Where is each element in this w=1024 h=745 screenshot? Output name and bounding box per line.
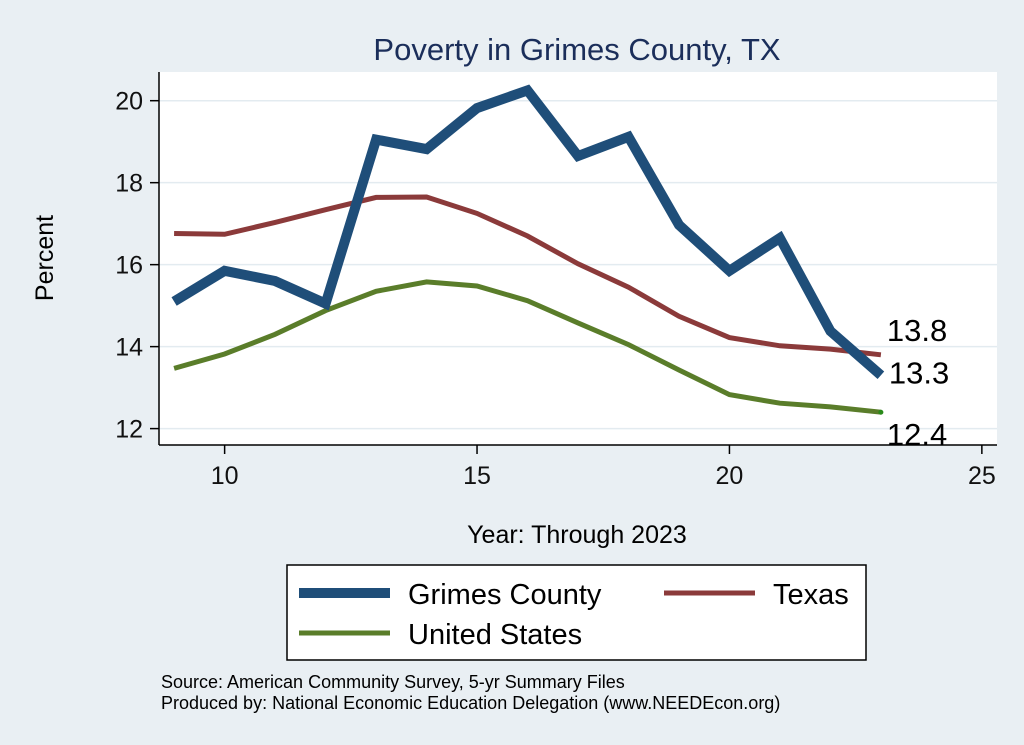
end-labels: 13.3 13.8 12.4 — [878, 313, 949, 452]
y-tick-label-16: 16 — [115, 252, 143, 280]
end-label-grimes-county: 13.3 — [889, 355, 949, 390]
x-axis-ticks: 10 15 20 25 — [211, 445, 996, 490]
x-tick-label-15: 15 — [463, 462, 491, 490]
series-lines — [171, 84, 885, 415]
end-marker-united-states — [878, 409, 884, 415]
producer-note: Produced by: National Economic Education… — [161, 693, 780, 713]
y-tick-label-20: 20 — [115, 88, 143, 116]
series-line-grimes-county — [171, 84, 885, 380]
x-tick-label-20: 20 — [716, 462, 744, 490]
x-tick-label-25: 25 — [968, 462, 996, 490]
source-note: Source: American Community Survey, 5-yr … — [161, 672, 625, 692]
legend-box — [286, 564, 867, 661]
y-axis-ticks: 12 14 16 18 20 — [115, 88, 159, 444]
x-tick-label-10: 10 — [211, 462, 239, 490]
end-label-united-states: 12.4 — [887, 417, 947, 452]
x-axis-title: Year: Through 2023 — [467, 521, 687, 549]
end-label-texas: 13.8 — [887, 313, 947, 348]
series-line-texas — [174, 194, 882, 358]
y-axis-title: Percent — [31, 215, 59, 301]
y-tick-label-18: 18 — [115, 170, 143, 198]
legend-label-united-states: United States — [408, 619, 582, 651]
legend-label-grimes-county: Grimes County — [408, 579, 602, 611]
plot-area — [159, 72, 997, 445]
legend-label-texas: Texas — [773, 579, 849, 611]
y-tick-label-14: 14 — [115, 334, 143, 362]
chart-title: Poverty in Grimes County, TX — [373, 32, 780, 67]
series-line-united-states — [173, 279, 882, 415]
y-tick-label-12: 12 — [115, 416, 143, 444]
